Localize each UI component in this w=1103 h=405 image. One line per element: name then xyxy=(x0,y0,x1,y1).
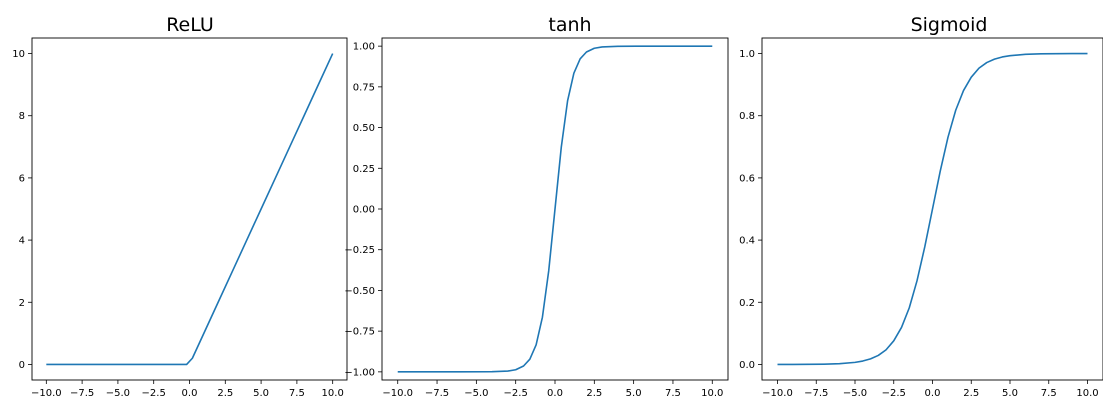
sigmoid-subplot: Sigmoid −10.0 −7.5 −5.0 −2.5 0.0 2.5 5.0 7.5 10.… xyxy=(739,14,1103,399)
axes-frame xyxy=(31,37,348,381)
x-tick-label: −7.5 xyxy=(70,388,94,399)
y-tick-label: 8 xyxy=(19,111,25,122)
y-tick-label: 0.50 xyxy=(353,123,375,134)
x-tick-label: −5.0 xyxy=(464,388,488,399)
chart-title: tanh xyxy=(548,14,591,36)
x-tick-label: −10.0 xyxy=(382,388,413,399)
y-tick-label: 0.75 xyxy=(353,82,375,93)
y-tick-label: 0.0 xyxy=(739,360,755,371)
x-tick-label: 2.5 xyxy=(217,388,233,399)
y-tick-label: −0.50 xyxy=(344,286,375,297)
x-tick-label: −7.5 xyxy=(425,388,449,399)
x-tick-label: 10.0 xyxy=(1076,388,1098,399)
x-tick-label: 10.0 xyxy=(701,388,723,399)
x-tick-label: −7.5 xyxy=(804,388,828,399)
y-tick-label: −1.00 xyxy=(344,367,375,378)
x-tick-label: 7.5 xyxy=(1041,388,1057,399)
chart-title: ReLU xyxy=(166,14,214,36)
y-tick-label: −0.25 xyxy=(344,245,375,256)
y-tick-label: 6 xyxy=(19,173,25,184)
series-line xyxy=(397,45,713,373)
y-tick-label: 10 xyxy=(12,49,25,60)
x-tick-label: 2.5 xyxy=(963,388,979,399)
y-tick-label: 0.00 xyxy=(353,205,375,216)
y-tick-label: 4 xyxy=(19,236,25,247)
x-tick-label: 7.5 xyxy=(665,388,681,399)
y-tick-label: 0 xyxy=(19,360,25,371)
y-tick-label: 0.6 xyxy=(739,173,755,184)
y-tick-label: 1.0 xyxy=(739,49,755,60)
x-tick-label: 10.0 xyxy=(322,388,344,399)
x-tick-label: 5.0 xyxy=(1002,388,1018,399)
y-tick-label: 1.00 xyxy=(353,42,375,53)
y-tick-label: 0.25 xyxy=(353,164,375,175)
tanh-subplot: tanh −10.0 −7.5 −5.0 −2.5 0.0 2.5 5.0 7.5 10.0 −1… xyxy=(344,14,729,399)
x-tick-label: −5.0 xyxy=(106,388,130,399)
x-tick-label: −10.0 xyxy=(31,388,62,399)
x-tick-label: 5.0 xyxy=(626,388,642,399)
x-tick-label: 5.0 xyxy=(253,388,269,399)
x-tick-label: 7.5 xyxy=(289,388,305,399)
x-tick-label: −2.5 xyxy=(882,388,906,399)
x-tick-label: 0.0 xyxy=(182,388,198,399)
x-tick-label: −2.5 xyxy=(142,388,166,399)
y-tick-label: 2 xyxy=(19,298,25,309)
x-tick-label: −10.0 xyxy=(762,388,793,399)
y-tick-label: −0.75 xyxy=(344,327,375,338)
x-tick-label: 2.5 xyxy=(586,388,602,399)
series-line xyxy=(777,52,1088,366)
y-tick-label: 0.4 xyxy=(739,236,755,247)
x-tick-label: −2.5 xyxy=(504,388,528,399)
x-tick-label: −5.0 xyxy=(843,388,867,399)
y-tick-label: 0.8 xyxy=(739,111,755,122)
chart-title: Sigmoid xyxy=(911,14,988,36)
x-tick-label: 0.0 xyxy=(547,388,563,399)
y-tick-label: 0.2 xyxy=(739,298,755,309)
relu-subplot: ReLU −10.0 −7.5 −5.0 −2.5 0.0 2.5 5.0 7.5 10.0 0 2… xyxy=(12,14,348,399)
x-tick-label: 0.0 xyxy=(925,388,941,399)
series-line xyxy=(46,53,334,366)
